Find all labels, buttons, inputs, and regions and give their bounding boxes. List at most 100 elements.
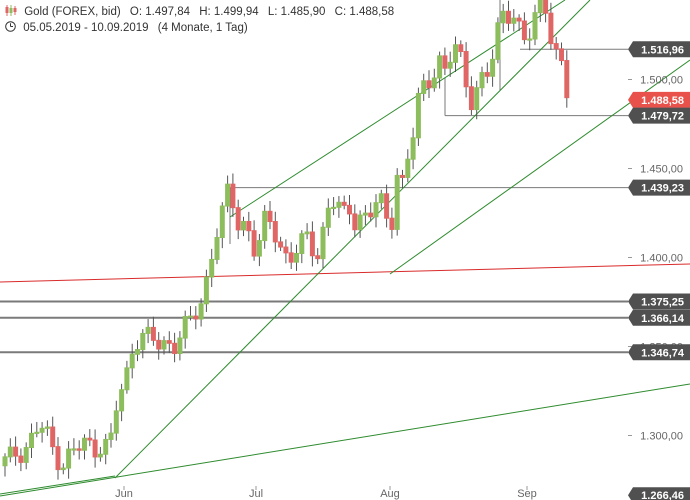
candle-body (521, 20, 527, 41)
candle (55, 437, 61, 480)
candle (278, 236, 284, 252)
candle-body (553, 43, 559, 50)
candle (13, 436, 19, 466)
candle (140, 329, 146, 359)
candle-body (256, 240, 262, 257)
candle (415, 87, 421, 146)
candle-body (2, 456, 8, 467)
candle-body (241, 220, 246, 231)
candle-body (177, 337, 183, 355)
candle (135, 340, 140, 362)
level-label-bg (628, 179, 690, 196)
candle-body (500, 10, 506, 24)
candle-body (331, 206, 337, 210)
candle-body (34, 431, 40, 434)
candle (394, 168, 400, 236)
candle-body (527, 38, 533, 41)
candle-body (150, 326, 156, 341)
candle-body (71, 448, 77, 451)
candle-body (7, 446, 13, 458)
candle (166, 331, 172, 353)
candle (87, 429, 93, 447)
candle-body (453, 44, 458, 63)
candle-body (246, 220, 252, 232)
candle-body (559, 48, 564, 62)
y-tick-label: 1.400,00 (640, 253, 683, 265)
candle-body (156, 339, 162, 350)
candle (564, 50, 570, 108)
level-label-text: 1.488,58 (641, 95, 684, 107)
level-label-text: 1.366,14 (641, 313, 685, 325)
candle-body (516, 17, 522, 22)
candle-body (39, 427, 45, 433)
candle-body (50, 426, 56, 448)
level-labels: 1.555,061.516,961.488,581.479,721.439,23… (628, 41, 690, 500)
candle-body (294, 252, 299, 263)
candle (447, 51, 453, 77)
candle-body (548, 12, 554, 45)
candle (484, 62, 490, 84)
candle (410, 127, 416, 170)
trend-line (229, 0, 566, 218)
candle-body (283, 246, 289, 254)
candle (495, 17, 501, 64)
candle-body (60, 467, 66, 471)
candle-body (113, 410, 119, 434)
candle (288, 242, 294, 270)
candle (241, 216, 246, 237)
candle-body (103, 438, 109, 455)
candle-body (166, 340, 172, 344)
candle (82, 434, 87, 460)
candle (156, 332, 162, 360)
candle-body (543, 0, 549, 14)
candle-body (235, 207, 241, 231)
candle-body (87, 437, 93, 441)
candle (336, 196, 342, 218)
candle-body (29, 432, 34, 449)
candle (177, 331, 183, 361)
candle-body (405, 158, 411, 178)
candle (458, 40, 464, 58)
level-label-bg (628, 344, 690, 361)
candle (246, 211, 252, 242)
candle (304, 223, 310, 240)
candle (442, 47, 448, 76)
level-label-bg (628, 487, 690, 500)
candle-body (299, 233, 305, 254)
level-label-bg (628, 91, 690, 108)
candle (124, 360, 130, 394)
candle-body (511, 17, 517, 24)
candle-body (442, 55, 448, 69)
candle-body (225, 183, 231, 207)
trend-line (114, 0, 591, 479)
candle-body (309, 231, 315, 257)
candle-body (119, 389, 125, 412)
candle-body (384, 193, 390, 219)
candle-body (537, 0, 543, 14)
candle-body (129, 353, 135, 369)
candle (431, 68, 437, 92)
candle-body (92, 439, 98, 458)
candle-body (336, 201, 342, 208)
candle (219, 202, 225, 249)
candle (405, 149, 411, 183)
candle-body (341, 201, 347, 206)
y-tick-label: 1.500,00 (640, 75, 683, 87)
level-label: 1.479,72 (628, 107, 690, 124)
candle-body (44, 426, 50, 429)
level-label: 1.266,46 (628, 487, 690, 500)
x-tick-label: Jun (115, 488, 133, 500)
candle (511, 9, 517, 32)
candle-body (352, 213, 358, 231)
candle (172, 332, 178, 363)
candle (548, 2, 554, 50)
candle (188, 305, 193, 321)
candle (203, 269, 209, 312)
candle (76, 440, 82, 460)
candle (352, 204, 358, 238)
candle (108, 423, 114, 448)
candle (421, 73, 427, 102)
candle (453, 36, 458, 72)
candle-body (145, 326, 151, 334)
candle (532, 4, 538, 46)
